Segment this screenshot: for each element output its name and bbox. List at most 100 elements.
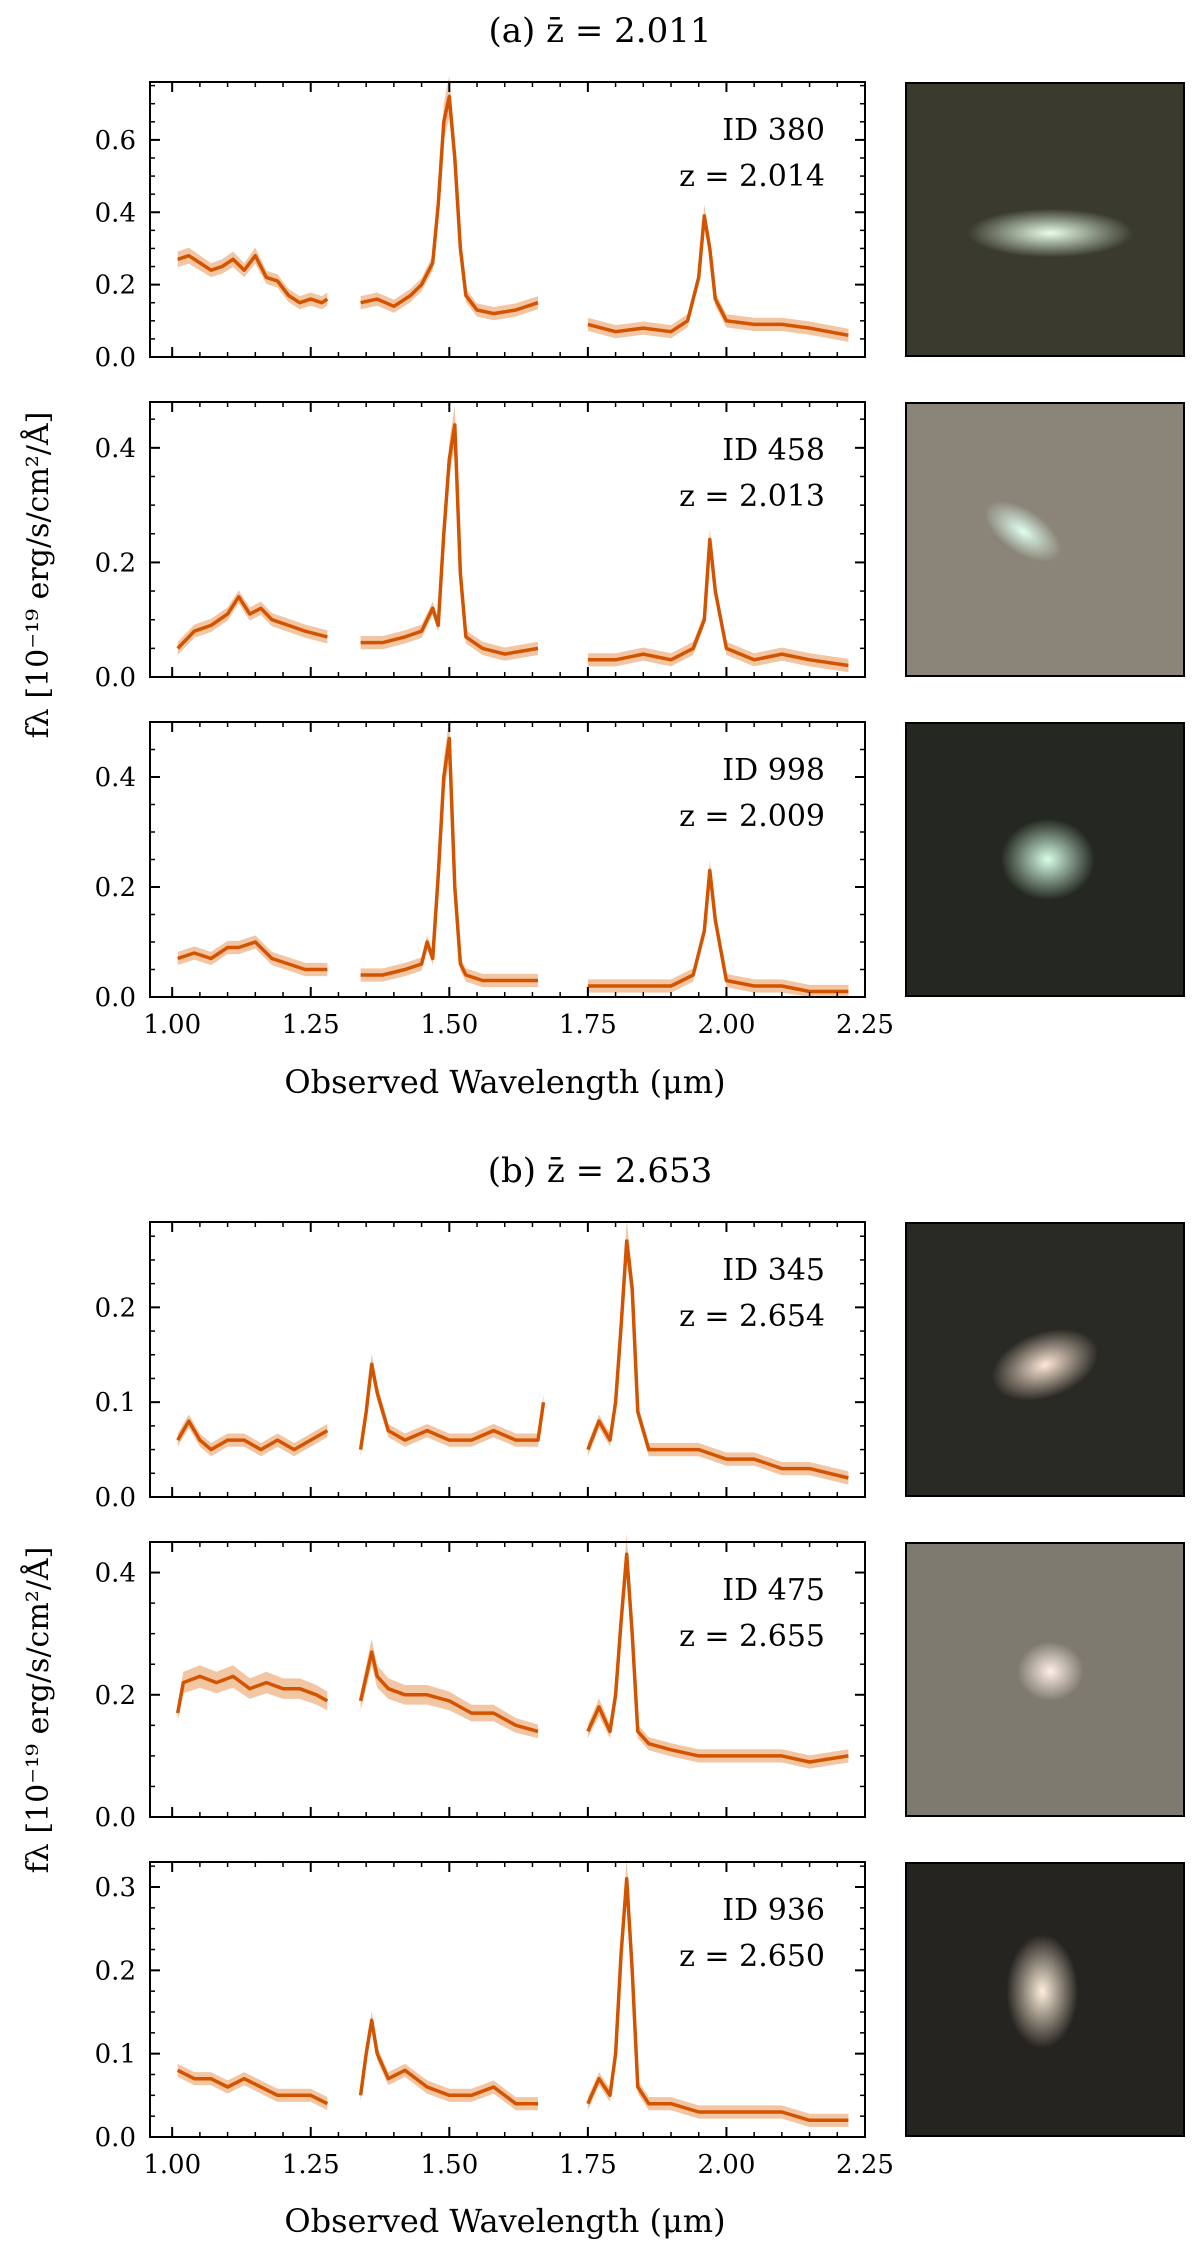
spectrum-error-band [587, 860, 849, 997]
y-tick-label: 0.0 [95, 1803, 136, 1833]
spectrum-panel: 0.0 0.2 0.4 0.6 ID 380 z = 2.014 [95, 75, 866, 373]
object-redshift-label: z = 2.654 [679, 1299, 825, 1334]
y-tick-label: 0.2 [95, 873, 136, 903]
y-tick-label: 0.0 [95, 1483, 136, 1513]
spectrum-line [587, 214, 849, 338]
object-id-label: ID 458 [722, 433, 825, 468]
spectra-panels: 0.0 0.2 0.4 0.6 ID 380 z = 2.014 0.0 0.2 0.4 ID 4… [95, 75, 894, 2180]
cutout-image-id-380 [905, 82, 1185, 357]
galaxy-cutout [907, 1224, 1183, 1495]
y-tick-label: 0.2 [95, 548, 136, 578]
galaxy-cutout [907, 1544, 1183, 1815]
object-redshift-label: z = 2.014 [679, 159, 825, 194]
y-tick-label: 0.0 [95, 983, 136, 1013]
galaxy-cutout [907, 724, 1183, 995]
axes-frame [149, 1861, 866, 2138]
object-id-label: ID 998 [722, 753, 825, 788]
spectrum-error-band [360, 404, 538, 661]
y-tick-label: 0.4 [95, 434, 136, 464]
object-id-label: ID 380 [722, 113, 825, 148]
galaxy-cutout [907, 1864, 1183, 2135]
group-a-title: (a) z̄ = 2.011 [489, 11, 712, 51]
y-axis-label-b: fλ [10⁻¹⁹ erg/s/cm²/Å] [20, 1547, 56, 1874]
x-tick-label: 1.50 [420, 1010, 478, 1040]
spectrum-line [358, 1362, 546, 1450]
y-tick-label: 0.1 [95, 2040, 136, 2070]
axes-frame [149, 81, 866, 358]
galaxy-cutout [907, 404, 1183, 675]
spectrum-line [360, 423, 539, 656]
x-tick-label: 1.25 [282, 1010, 340, 1040]
object-id-label: ID 936 [722, 1893, 825, 1928]
spectrum-line [586, 1552, 849, 1764]
y-tick-label: 0.0 [95, 663, 136, 693]
y-tick-label: 0.2 [95, 1956, 136, 1986]
x-tick-label: 1.75 [559, 2150, 617, 2180]
spectrum-line [586, 1876, 849, 2123]
x-tick-label: 1.25 [282, 2150, 340, 2180]
cutout-image-id-475 [905, 1542, 1185, 1817]
object-redshift-label: z = 2.655 [679, 1619, 825, 1654]
object-id-label: ID 345 [722, 1253, 825, 1288]
x-tick-label: 1.00 [143, 2150, 201, 2180]
x-axis-label-a: Observed Wavelength (μm) [284, 1063, 725, 1101]
y-tick-label: 0.1 [95, 1388, 136, 1418]
spectrum-error-band [177, 1414, 328, 1457]
spectrum-error-band [360, 75, 538, 321]
spectrum-panel: 0.0 0.2 0.4 ID 475 z = 2.655 [95, 1533, 866, 1833]
spectrum-line [586, 1239, 849, 1480]
object-redshift-label: z = 2.650 [679, 1939, 825, 1974]
x-tick-label: 1.75 [559, 1010, 617, 1040]
group-b-title: (b) z̄ = 2.653 [488, 1151, 712, 1191]
spectrum-panel: 0.0 0.1 0.2 0.3 1.00 1.25 1.50 1.75 2.00 2.25 ID 9… [95, 1858, 894, 2180]
cutout-image-id-936 [905, 1862, 1185, 2137]
spectrum-error-band [177, 247, 328, 310]
spectrum-line [176, 1419, 329, 1452]
spectrum-line [358, 2018, 538, 2106]
y-tick-label: 0.4 [95, 1559, 136, 1589]
cutout-image-id-458 [905, 402, 1185, 677]
spectrum-panel: 0.0 0.2 0.4 ID 458 z = 2.013 [95, 401, 866, 693]
x-tick-label: 1.50 [420, 2150, 478, 2180]
spectrum-line [177, 253, 329, 305]
spectrum-error-band [177, 590, 328, 655]
x-tick-label: 2.25 [836, 2150, 894, 2180]
spectrum-error-band [587, 204, 849, 342]
galaxy-cutout [907, 84, 1183, 355]
spectrum-line [360, 736, 538, 983]
y-tick-label: 0.2 [95, 1681, 136, 1711]
spectrum-panel: 0.0 0.2 0.4 1.00 1.25 1.50 1.75 2.00 2.25 ID 998 z… [95, 717, 894, 1040]
spectrum-line [176, 595, 328, 650]
spectrum-line [177, 940, 328, 972]
x-tick-label: 2.00 [697, 2150, 755, 2180]
x-tick-label: 2.25 [836, 1010, 894, 1040]
spectrum-line [176, 2068, 329, 2106]
spectrum-line [360, 94, 539, 316]
object-id-label: ID 475 [722, 1573, 825, 1608]
x-axis-label-b: Observed Wavelength (μm) [284, 2202, 725, 2240]
x-tick-label: 1.00 [143, 1010, 201, 1040]
y-tick-label: 0.6 [95, 126, 136, 156]
axes-frame [149, 401, 866, 678]
y-tick-label: 0.0 [95, 343, 136, 373]
y-tick-label: 0.3 [95, 1873, 136, 1903]
spectrum-line [587, 868, 849, 994]
y-axis-label-a: fλ [10⁻¹⁹ erg/s/cm²/Å] [20, 412, 56, 739]
spectrum-line [358, 1650, 539, 1734]
y-tick-label: 0.4 [95, 763, 136, 793]
x-tick-label: 2.00 [697, 1010, 755, 1040]
spectrum-error-band [177, 1665, 328, 1722]
spectrum-line [587, 537, 849, 668]
spectrum-error-band [177, 2063, 328, 2111]
axes-frame [149, 1221, 866, 1498]
y-tick-label: 0.4 [95, 198, 136, 228]
object-redshift-label: z = 2.009 [679, 799, 825, 834]
y-tick-label: 0.2 [95, 271, 136, 301]
object-redshift-label: z = 2.013 [679, 479, 825, 514]
y-tick-label: 0.0 [95, 2123, 136, 2153]
cutout-image-id-998 [905, 722, 1185, 997]
spectrum-line [175, 1674, 329, 1714]
cutout-image-id-345 [905, 1222, 1185, 1497]
axes-frame [149, 1541, 866, 1818]
